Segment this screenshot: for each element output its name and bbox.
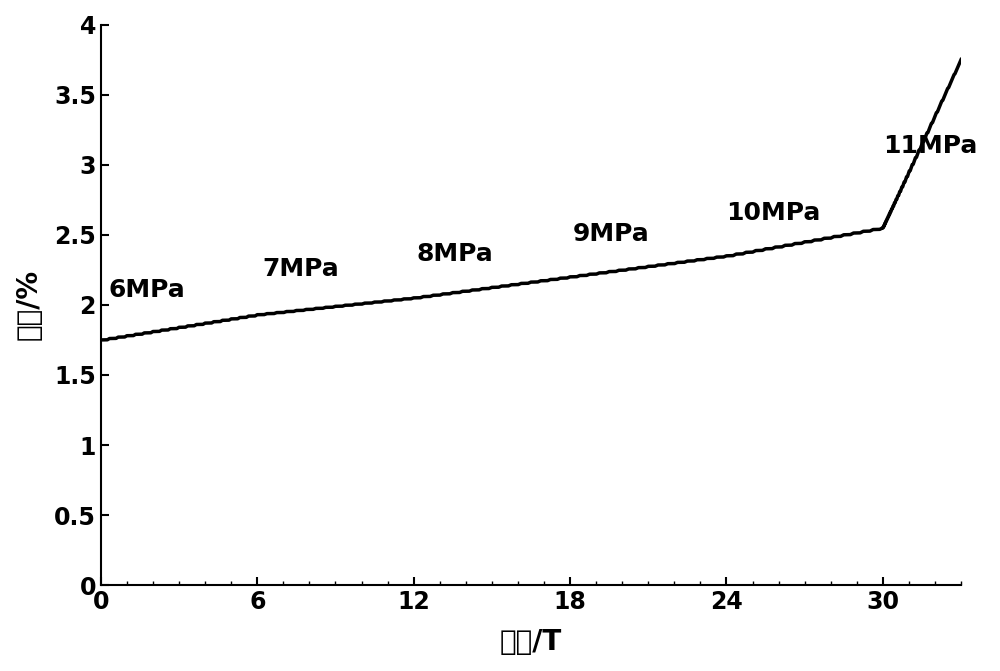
- Text: 6MPa: 6MPa: [109, 278, 185, 302]
- X-axis label: 时间/T: 时间/T: [500, 628, 562, 656]
- Text: 8MPa: 8MPa: [416, 242, 493, 266]
- Text: 11MPa: 11MPa: [883, 134, 977, 158]
- Text: 10MPa: 10MPa: [726, 201, 821, 225]
- Text: 9MPa: 9MPa: [573, 222, 649, 246]
- Y-axis label: 应变/%: 应变/%: [15, 269, 43, 340]
- Text: 7MPa: 7MPa: [262, 257, 339, 281]
